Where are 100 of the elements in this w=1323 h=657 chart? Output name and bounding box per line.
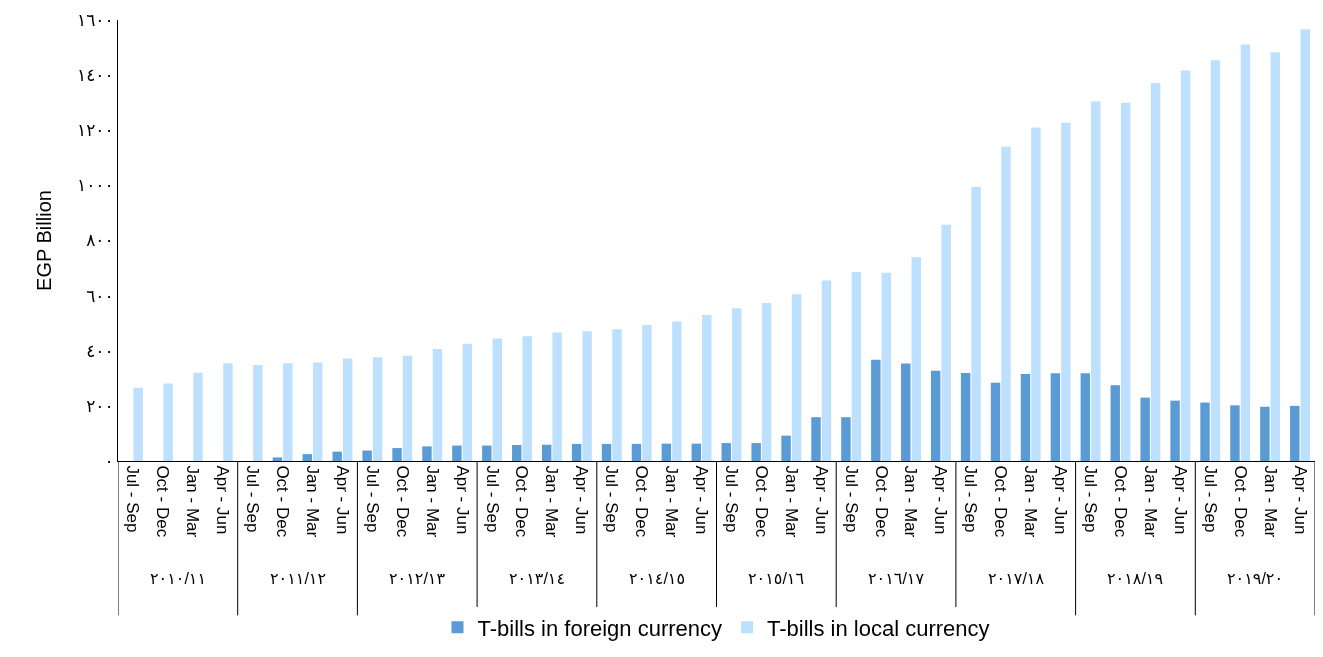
x-tick-label: Oct - Dec — [1110, 465, 1130, 538]
bar — [761, 303, 772, 461]
bar — [1031, 127, 1041, 461]
text: ٢٠١٣/١٤ — [509, 570, 566, 587]
y-tick-label: ٢٠٠ — [86, 396, 114, 416]
bar — [372, 357, 383, 461]
bar — [1110, 385, 1120, 461]
bar — [522, 336, 532, 461]
bar — [930, 370, 941, 461]
bar — [193, 372, 203, 461]
x-tick-label: Apr - Jun — [332, 465, 352, 535]
x-tick-label: Oct - Dec — [751, 465, 771, 538]
x-tick-label: Apr - Jun — [811, 465, 831, 535]
x-tick-label: Jul - Sep — [243, 465, 263, 533]
y-tick-label: ١٢٠٠ — [77, 121, 114, 141]
x-tick-label: Oct - Dec — [153, 465, 173, 538]
bar — [990, 382, 1001, 461]
bar — [1170, 400, 1180, 461]
text: ٢٠١٧/١٨ — [988, 570, 1045, 587]
bar — [631, 443, 642, 461]
bar — [313, 362, 323, 461]
x-tick-label: Jul - Sep — [721, 465, 741, 533]
bar — [960, 373, 971, 461]
bar — [482, 445, 492, 461]
bar — [672, 321, 682, 461]
bar — [512, 445, 522, 461]
bar — [1260, 406, 1270, 461]
x-tick-label: Apr - Jun — [572, 465, 592, 535]
x-tick-label: Apr - Jun — [1051, 465, 1071, 535]
x-tick-label: Oct - Dec — [871, 465, 891, 538]
bar — [841, 417, 851, 461]
bar — [791, 294, 802, 461]
x-tick-label: Jan - Mar — [183, 465, 203, 538]
x-tick-label: Jan - Mar — [1260, 465, 1280, 538]
bar — [1001, 146, 1011, 461]
x-tick-label: Jul - Sep — [841, 465, 861, 533]
bar — [432, 349, 443, 461]
bar — [971, 187, 981, 461]
x-tick-label: Apr - Jun — [452, 465, 472, 535]
x-tick-label: Apr - Jun — [1290, 465, 1310, 535]
x-tick-label: Jan - Mar — [302, 465, 322, 538]
text: ٢٠١٥/١٦ — [748, 570, 805, 587]
bar — [133, 387, 143, 461]
y-axis-title: EGP Billion — [32, 190, 55, 291]
text: ٢٠١٨/١٩ — [1107, 570, 1164, 587]
bar — [721, 443, 731, 461]
x-tick-label: Jul - Sep — [362, 465, 382, 533]
bar — [223, 363, 233, 461]
x-tick-label: Oct - Dec — [1230, 465, 1250, 538]
bar — [731, 308, 742, 461]
bar — [1180, 70, 1191, 461]
x-tick-label: Apr - Jun — [213, 465, 233, 535]
bar — [1240, 44, 1251, 461]
bar — [272, 457, 283, 461]
bar — [1091, 101, 1101, 461]
y-tick-label: ٦٠٠ — [86, 286, 114, 306]
x-tick-label: Oct - Dec — [512, 465, 532, 538]
y-tick-label: ١٦٠٠ — [77, 10, 114, 30]
x-tick-label: Jan - Mar — [422, 465, 442, 538]
text: ٢٠١١/١٢ — [270, 570, 327, 587]
y-tick-label: ١٤٠٠ — [77, 66, 114, 86]
legend-label: T-bills in local currency — [767, 615, 990, 641]
bar — [612, 329, 622, 461]
x-tick-label: Oct - Dec — [991, 465, 1011, 538]
x-tick-label: Jul - Sep — [123, 465, 143, 533]
x-tick-label: Jan - Mar — [542, 465, 562, 538]
bar — [452, 445, 462, 461]
bar — [1230, 405, 1240, 461]
text: ٢٠١٢/١٣ — [389, 570, 446, 587]
bar — [571, 443, 582, 461]
bar — [661, 443, 672, 461]
bar — [1061, 122, 1071, 461]
bar — [1200, 402, 1210, 461]
bar — [821, 280, 832, 461]
y-tick-label: ٤٠٠ — [86, 341, 114, 361]
bar — [1121, 102, 1131, 461]
y-tick-label: ٠ — [104, 451, 114, 471]
x-tick-label: Jan - Mar — [781, 465, 801, 538]
bar — [881, 272, 892, 461]
x-tick-label: Apr - Jun — [692, 465, 712, 535]
bar — [342, 358, 353, 461]
bar — [901, 363, 911, 461]
bar — [163, 383, 173, 461]
x-tick-label: Jul - Sep — [1081, 465, 1101, 533]
x-tick-label: Jul - Sep — [961, 465, 981, 533]
x-tick-label: Jul - Sep — [1200, 465, 1220, 533]
bar — [941, 224, 951, 461]
x-tick-label: Oct - Dec — [273, 465, 293, 538]
x-tick-label: Oct - Dec — [632, 465, 652, 538]
bar — [253, 365, 263, 461]
bar — [1270, 52, 1281, 461]
bar — [851, 271, 862, 461]
bar — [1210, 60, 1221, 461]
bar — [582, 331, 592, 461]
bar — [392, 448, 402, 461]
legend-label: T-bills in foreign currency — [477, 615, 723, 641]
y-tick-label: ١٠٠٠ — [77, 176, 114, 196]
text: ٢٠١٦/١٧ — [868, 570, 925, 587]
bar — [283, 363, 293, 461]
bar — [462, 343, 473, 461]
